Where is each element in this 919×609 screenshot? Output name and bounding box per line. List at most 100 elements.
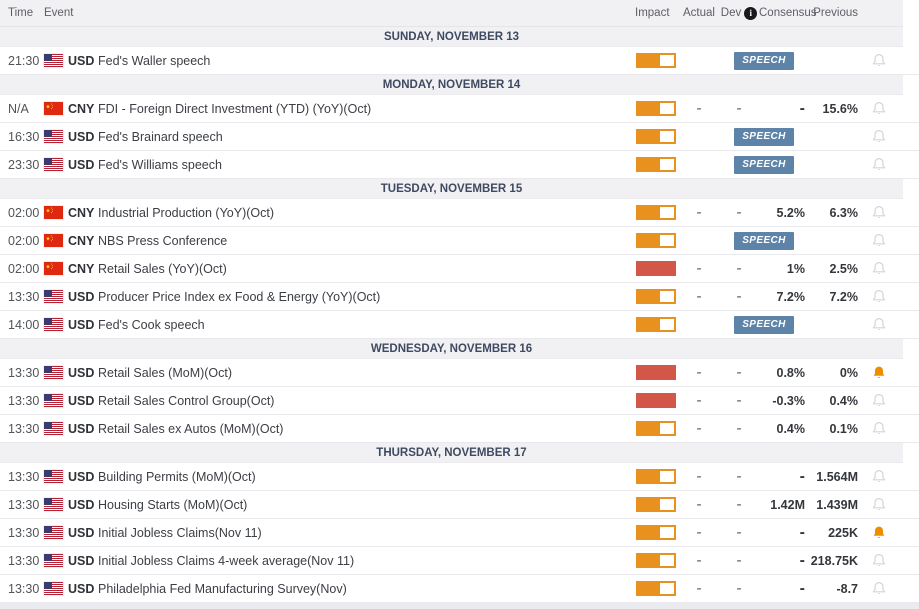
event-time: 13:30 bbox=[8, 497, 40, 512]
event-row[interactable]: 13:30 USD Retail Sales ex Autos (MoM)(Oct)… bbox=[0, 415, 919, 443]
alert-bell-icon[interactable] bbox=[863, 581, 903, 597]
event-row[interactable]: 02:00 CNY NBS Press Conference SPEECH bbox=[0, 227, 919, 255]
event-row[interactable]: 02:00 CNY Industrial Production (YoY)(Oct)… bbox=[0, 199, 919, 227]
event-row[interactable]: N/A CNY FDI - Foreign Direct Investment (Y… bbox=[0, 95, 919, 123]
previous-value: -8.7 bbox=[809, 580, 863, 598]
deviation-value-text: - bbox=[736, 391, 742, 409]
impact-indicator bbox=[636, 101, 676, 116]
impact-indicator bbox=[636, 497, 676, 512]
currency-code: USD bbox=[68, 289, 95, 304]
speech-badge: SPEECH bbox=[734, 155, 794, 174]
deviation-info-icon[interactable]: i bbox=[744, 6, 758, 20]
currency-code: USD bbox=[68, 317, 95, 332]
alert-bell-icon[interactable] bbox=[863, 289, 903, 305]
impact-cell bbox=[633, 157, 679, 172]
consensus-value: - bbox=[759, 524, 809, 542]
speech-badge: SPEECH bbox=[734, 231, 794, 250]
event-row[interactable]: 16:30 USD Fed's Brainard speech SPEECH bbox=[0, 123, 919, 151]
us-flag-icon bbox=[44, 54, 63, 67]
impact-cell bbox=[633, 393, 679, 408]
alert-bell-icon[interactable] bbox=[863, 261, 903, 277]
impact-cell bbox=[633, 261, 679, 276]
event-currency: USD bbox=[44, 130, 96, 144]
event-row[interactable]: 13:30 USD Philadelphia Fed Manufacturing S… bbox=[0, 575, 919, 603]
alert-bell-icon[interactable] bbox=[863, 553, 903, 569]
actual-value: - bbox=[679, 288, 719, 306]
speech-badge-cell: SPEECH bbox=[719, 315, 809, 334]
us-flag-icon bbox=[44, 470, 63, 483]
actual-value: - bbox=[679, 364, 719, 382]
consensus-value: 0.4% bbox=[759, 420, 809, 438]
deviation-value: - bbox=[719, 420, 759, 438]
currency-code: CNY bbox=[68, 205, 95, 220]
alert-bell-active-icon[interactable] bbox=[863, 525, 903, 541]
impact-cell bbox=[633, 129, 679, 144]
event-row[interactable]: 23:30 USD Fed's Williams speech SPEECH bbox=[0, 151, 919, 179]
alert-bell-icon[interactable] bbox=[863, 421, 903, 437]
event-row[interactable]: 13:30 USD Initial Jobless Claims(Nov 11) - -… bbox=[0, 519, 919, 547]
consensus-value: - bbox=[759, 468, 809, 486]
previous-value: 225K bbox=[809, 524, 863, 542]
deviation-value: - bbox=[719, 260, 759, 278]
us-flag-icon bbox=[44, 554, 63, 567]
impact-cell bbox=[633, 289, 679, 304]
event-time: 13:30 bbox=[8, 289, 40, 304]
deviation-value: - bbox=[719, 468, 759, 486]
event-currency: CNY bbox=[44, 262, 96, 276]
event-time: 13:30 bbox=[8, 365, 40, 380]
previous-value: 0.4% bbox=[809, 392, 863, 410]
impact-cell bbox=[633, 421, 679, 436]
event-row[interactable]: 13:30 USD Initial Jobless Claims 4-week av… bbox=[0, 547, 919, 575]
deviation-value: - bbox=[719, 288, 759, 306]
previous-value-text: 218.75K bbox=[810, 553, 858, 568]
currency-code: CNY bbox=[68, 233, 95, 248]
event-row[interactable]: 13:30 USD Retail Sales (MoM)(Oct) - - 0.8% 0% bbox=[0, 359, 919, 387]
alert-bell-icon[interactable] bbox=[863, 53, 903, 69]
event-currency: USD bbox=[44, 470, 96, 484]
alert-bell-icon[interactable] bbox=[863, 157, 903, 173]
event-row[interactable]: 13:30 USD Building Permits (MoM)(Oct) - - -1.… bbox=[0, 463, 919, 491]
consensus-value: 0.8% bbox=[759, 364, 809, 382]
currency-code: USD bbox=[68, 365, 95, 380]
alert-bell-icon[interactable] bbox=[863, 205, 903, 221]
actual-value: - bbox=[679, 260, 719, 278]
column-header-dev-label: Dev bbox=[720, 7, 742, 19]
alert-bell-icon[interactable] bbox=[863, 393, 903, 409]
impact-indicator bbox=[636, 233, 676, 248]
alert-bell-icon[interactable] bbox=[863, 317, 903, 333]
consensus-value: 5.2% bbox=[759, 204, 809, 222]
alert-bell-icon[interactable] bbox=[863, 101, 903, 117]
consensus-value-text: 0.8% bbox=[776, 365, 806, 380]
impact-cell bbox=[633, 581, 679, 596]
currency-code: USD bbox=[68, 129, 95, 144]
event-currency: USD bbox=[44, 366, 96, 380]
event-row[interactable]: 21:30 USD Fed's Waller speech SPEECH bbox=[0, 47, 919, 75]
alert-bell-icon[interactable] bbox=[863, 469, 903, 485]
event-row[interactable]: 14:00 USD Fed's Cook speech SPEECH bbox=[0, 311, 919, 339]
alert-bell-icon[interactable] bbox=[863, 497, 903, 513]
currency-code: USD bbox=[68, 525, 95, 540]
event-name: Fed's Cook speech bbox=[98, 317, 205, 332]
deviation-value-text: - bbox=[736, 419, 742, 437]
deviation-value: - bbox=[719, 524, 759, 542]
event-row[interactable]: 13:30 USD Housing Starts (MoM)(Oct) - - 1.42M… bbox=[0, 491, 919, 519]
actual-value-text: - bbox=[696, 523, 702, 541]
calendar-body: SUNDAY, NOVEMBER 13 21:30 USD Fed's Waller … bbox=[0, 27, 919, 603]
column-header-actual: Actual bbox=[683, 7, 715, 19]
actual-value-text: - bbox=[696, 495, 702, 513]
deviation-value: - bbox=[719, 580, 759, 598]
previous-value-text: 0.1% bbox=[829, 421, 859, 436]
event-name: Fed's Waller speech bbox=[98, 53, 211, 68]
event-currency: USD bbox=[44, 498, 96, 512]
deviation-value: - bbox=[719, 392, 759, 410]
impact-indicator bbox=[636, 289, 676, 304]
event-row[interactable]: 13:30 USD Producer Price Index ex Food & E… bbox=[0, 283, 919, 311]
alert-bell-active-icon[interactable] bbox=[863, 365, 903, 381]
column-header-event: Event bbox=[44, 7, 74, 19]
alert-bell-icon[interactable] bbox=[863, 129, 903, 145]
event-row[interactable]: 13:30 USD Retail Sales Control Group(Oct) -… bbox=[0, 387, 919, 415]
event-row[interactable]: 02:00 CNY Retail Sales (YoY)(Oct) - - 1% 2.5% bbox=[0, 255, 919, 283]
alert-bell-icon[interactable] bbox=[863, 233, 903, 249]
event-currency: CNY bbox=[44, 102, 96, 116]
currency-code: USD bbox=[68, 157, 95, 172]
